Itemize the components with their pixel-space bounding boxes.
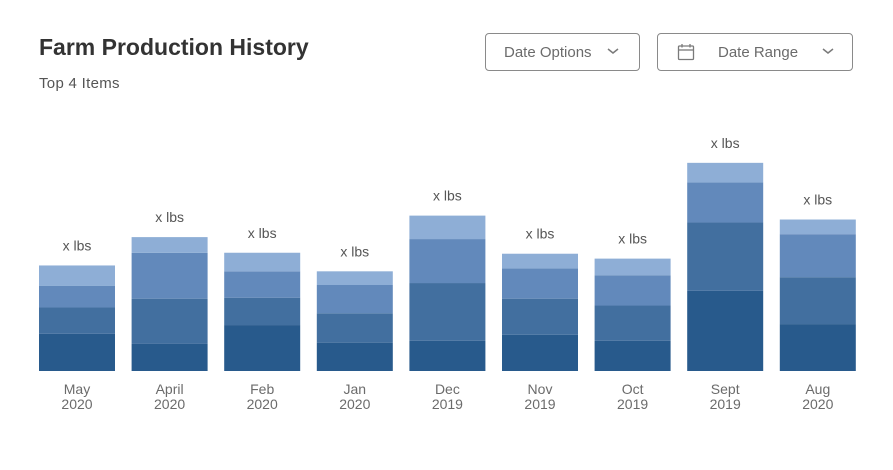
- x-tick-month: Oct: [622, 381, 644, 397]
- bar-segment[interactable]: [687, 162, 764, 183]
- chevron-down-icon: [607, 48, 619, 54]
- date-range-dropdown[interactable]: Date Range: [657, 33, 853, 71]
- x-tick-year: 2019: [432, 396, 463, 412]
- bar-segment[interactable]: [594, 275, 671, 306]
- bar-value-label: x lbs: [526, 226, 555, 242]
- bar-value-label: x lbs: [711, 135, 740, 151]
- date-options-label: Date Options: [504, 44, 592, 61]
- bar-segment[interactable]: [39, 333, 115, 371]
- bar-segment[interactable]: [687, 182, 764, 223]
- x-tick-month: April: [156, 381, 184, 397]
- x-tick-year: 2019: [710, 396, 741, 412]
- bar-segment[interactable]: [409, 215, 486, 240]
- bar-segment[interactable]: [779, 219, 856, 235]
- x-tick-month: Nov: [528, 381, 553, 397]
- date-range-label: Date Range: [718, 44, 799, 61]
- bar-segment[interactable]: [316, 285, 393, 314]
- bar-segment[interactable]: [502, 268, 578, 299]
- bar-segment[interactable]: [779, 324, 856, 371]
- bar-value-label: x lbs: [618, 231, 647, 247]
- bar-segment[interactable]: [409, 239, 486, 284]
- bar-segment[interactable]: [316, 271, 393, 285]
- bar-segment[interactable]: [224, 325, 301, 371]
- bar-value-label: x lbs: [63, 237, 92, 253]
- bar-segment[interactable]: [131, 343, 208, 371]
- x-tick-year: 2020: [61, 396, 92, 412]
- x-tick-month: Feb: [250, 381, 274, 397]
- chart-subtitle: Top 4 Items: [39, 75, 120, 92]
- x-tick-month: Dec: [435, 381, 460, 397]
- bar-value-label: x lbs: [803, 192, 832, 208]
- bar-segment[interactable]: [409, 283, 486, 341]
- x-tick-month: Jan: [344, 381, 367, 397]
- bar-segment[interactable]: [502, 253, 578, 269]
- x-tick-year: 2019: [524, 396, 555, 412]
- bar-segment[interactable]: [594, 340, 671, 371]
- chevron-down-icon: [822, 48, 834, 54]
- bar-segment[interactable]: [316, 313, 393, 343]
- bar-segment[interactable]: [224, 252, 301, 272]
- bar-segment[interactable]: [224, 297, 301, 326]
- calendar-icon: [677, 44, 695, 61]
- bar-segment[interactable]: [779, 234, 856, 278]
- bar-segment[interactable]: [131, 252, 208, 299]
- x-tick-month: Sept: [711, 381, 740, 397]
- bar-value-label: x lbs: [433, 188, 462, 204]
- bar-segment[interactable]: [409, 340, 486, 371]
- x-tick-year: 2020: [247, 396, 278, 412]
- bar-segment[interactable]: [687, 290, 764, 371]
- bar-value-label: x lbs: [155, 209, 184, 225]
- bar-segment[interactable]: [594, 305, 671, 341]
- bar-value-label: x lbs: [340, 243, 369, 259]
- bar-segment[interactable]: [687, 222, 764, 291]
- x-tick-year: 2020: [339, 396, 370, 412]
- x-tick-year: 2020: [154, 396, 185, 412]
- bar-segment[interactable]: [316, 342, 393, 371]
- bar-segment[interactable]: [502, 334, 578, 371]
- bar-segment[interactable]: [39, 265, 115, 286]
- x-tick-year: 2020: [802, 396, 833, 412]
- x-tick-month: Aug: [805, 381, 830, 397]
- chart-title: Farm Production History: [39, 34, 309, 60]
- x-tick-year: 2019: [617, 396, 648, 412]
- bar-value-label: x lbs: [248, 225, 277, 241]
- bar-segment[interactable]: [131, 237, 208, 253]
- x-tick-month: May: [64, 381, 90, 397]
- bar-segment[interactable]: [39, 307, 115, 334]
- bar-segment[interactable]: [594, 258, 671, 276]
- bar-segment[interactable]: [502, 298, 578, 335]
- bar-segment[interactable]: [131, 298, 208, 344]
- date-options-dropdown[interactable]: Date Options: [485, 33, 640, 71]
- bar-segment[interactable]: [39, 285, 115, 308]
- bar-segment[interactable]: [224, 271, 301, 298]
- bar-segment[interactable]: [779, 277, 856, 325]
